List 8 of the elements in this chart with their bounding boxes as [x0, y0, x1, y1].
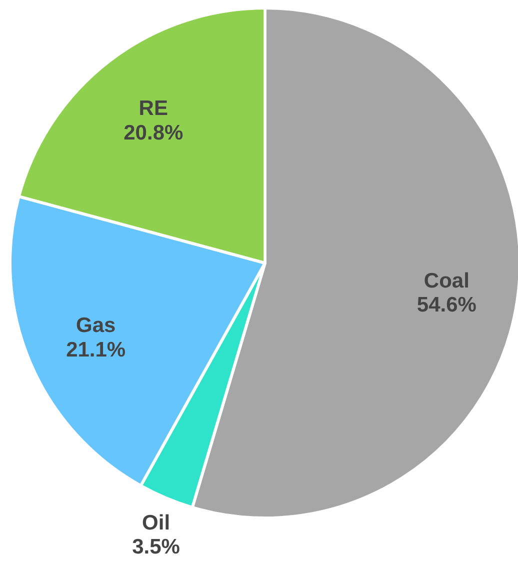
slice-label: RE [138, 97, 168, 120]
slice-label: Oil [142, 511, 170, 534]
data-label: 21.1% [66, 338, 126, 362]
data-label: 54.6% [416, 293, 477, 316]
data-label: 20.8% [124, 121, 184, 144]
slice-label: Coal [424, 269, 470, 292]
slice-label: Gas [76, 314, 116, 338]
data-label: 3.5% [132, 536, 180, 559]
